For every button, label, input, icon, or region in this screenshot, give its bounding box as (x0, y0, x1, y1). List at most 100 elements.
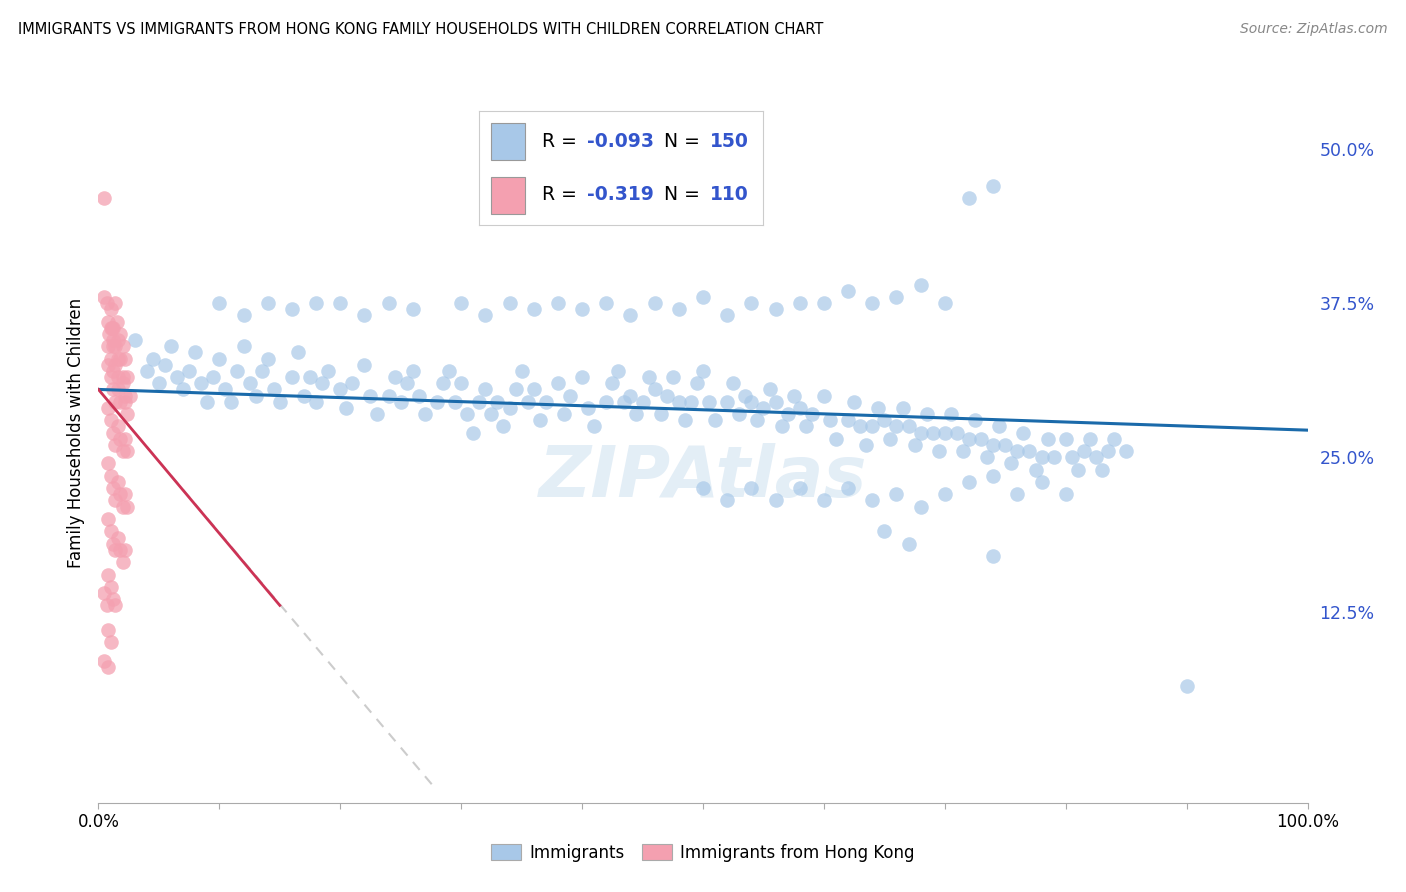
Point (107, 475, 129, 489)
Point (571, 302, 593, 317)
Point (353, 358, 375, 372)
Point (316, 364, 339, 378)
Point (292, 389, 315, 403)
Point (758, 383, 780, 397)
Point (928, 444, 950, 458)
Point (692, 364, 714, 378)
Point (553, 407, 575, 421)
Point (101, 383, 124, 397)
Point (202, 370, 225, 384)
Point (389, 394, 412, 409)
Point (897, 419, 920, 434)
Point (104, 438, 127, 452)
Point (148, 376, 170, 391)
Point (547, 376, 569, 391)
Point (190, 376, 212, 391)
Point (613, 394, 636, 409)
Point (534, 394, 557, 409)
Point (107, 333, 129, 347)
Point (886, 290, 908, 304)
Point (114, 432, 136, 446)
Point (1085, 450, 1108, 465)
Point (740, 296, 762, 310)
Point (93, 586, 115, 600)
Point (765, 493, 787, 508)
Point (299, 370, 322, 384)
Point (934, 487, 956, 501)
Point (450, 296, 472, 310)
Point (686, 376, 709, 391)
Point (692, 481, 714, 495)
Point (910, 425, 932, 440)
Point (408, 389, 430, 403)
Point (1036, 432, 1059, 446)
Point (97, 358, 120, 372)
Point (697, 394, 720, 409)
Point (111, 370, 134, 384)
Point (860, 493, 883, 508)
Point (108, 432, 131, 446)
Point (135, 364, 157, 378)
Point (868, 401, 890, 415)
Point (837, 284, 859, 298)
Point (108, 487, 131, 501)
Point (111, 555, 134, 569)
Point (263, 383, 285, 397)
Point (1097, 444, 1119, 458)
Point (117, 500, 139, 514)
Point (108, 394, 131, 409)
Point (97, 401, 120, 415)
Point (329, 383, 352, 397)
Point (214, 383, 236, 397)
Point (281, 302, 304, 317)
Point (776, 407, 799, 421)
Point (100, 302, 122, 317)
Point (105, 314, 128, 328)
Point (377, 389, 399, 403)
Point (529, 413, 551, 427)
Point (873, 413, 896, 427)
Point (281, 370, 304, 384)
Point (939, 407, 962, 421)
Point (770, 419, 793, 434)
Point (481, 407, 503, 421)
Point (844, 394, 866, 409)
Point (402, 364, 425, 378)
Point (1007, 487, 1029, 501)
Point (384, 370, 406, 384)
Point (444, 394, 467, 409)
Point (413, 407, 436, 421)
Point (97, 457, 120, 471)
Point (934, 425, 956, 440)
Point (619, 389, 641, 403)
Point (976, 450, 998, 465)
Point (111, 339, 134, 353)
Point (558, 389, 581, 403)
Point (595, 296, 617, 310)
Text: Source: ZipAtlas.com: Source: ZipAtlas.com (1240, 22, 1388, 37)
Point (366, 407, 388, 421)
Point (661, 370, 683, 384)
Point (1031, 475, 1053, 489)
Point (104, 542, 127, 557)
Point (1031, 450, 1053, 465)
Point (100, 468, 122, 483)
Point (153, 358, 176, 372)
Point (101, 364, 124, 378)
Point (740, 394, 762, 409)
Point (114, 394, 136, 409)
Point (160, 339, 183, 353)
Point (505, 383, 527, 397)
Point (329, 296, 352, 310)
Point (794, 419, 817, 434)
Point (377, 296, 399, 310)
Point (101, 320, 124, 334)
Point (981, 549, 1004, 563)
Point (104, 339, 127, 353)
Point (716, 493, 738, 508)
Point (547, 296, 569, 310)
Point (981, 178, 1004, 193)
Point (965, 413, 987, 427)
Point (576, 401, 599, 415)
Point (97, 567, 120, 582)
